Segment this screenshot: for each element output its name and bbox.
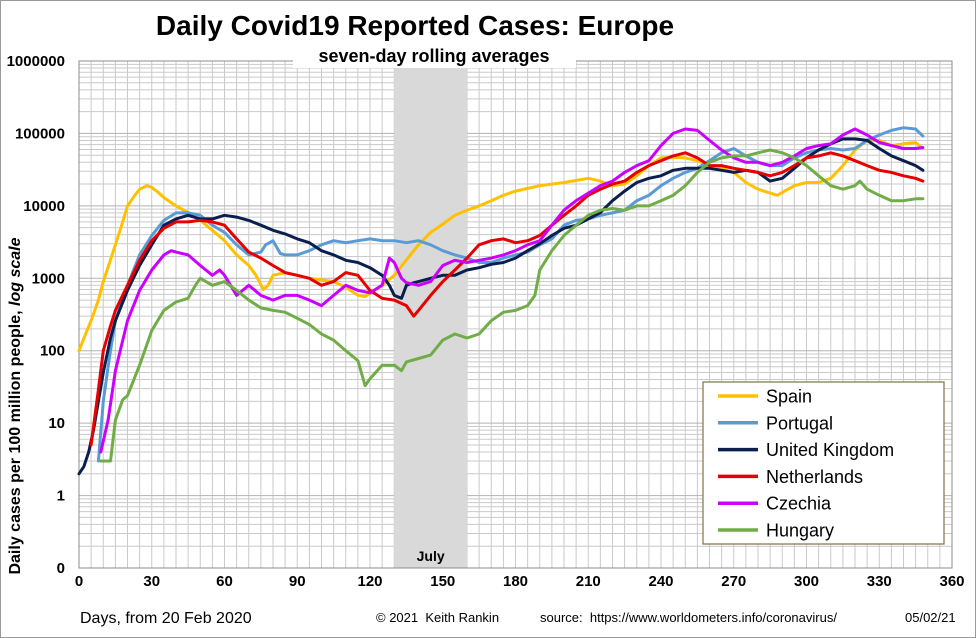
legend-label-spain: Spain [766, 387, 812, 407]
x-tick-label: 90 [289, 573, 306, 590]
x-tick-label: 300 [794, 573, 819, 590]
series-line-spain [77, 138, 925, 353]
copyright-text: © 2021 Keith Rankin [376, 610, 499, 625]
y-tick-label: 0 [57, 560, 65, 577]
legend-box [702, 381, 945, 545]
series-line-hungary [99, 148, 925, 463]
series-line-netherlands [89, 151, 925, 447]
shaded-band-group: July [394, 61, 467, 568]
x-tick-label: 180 [503, 573, 528, 590]
y-tick-label: 100000 [15, 125, 65, 142]
series-lines [77, 126, 925, 476]
chart-subtitle: seven-day rolling averages [318, 46, 549, 66]
subtitle-background [293, 44, 576, 68]
date-text: 05/02/21 [905, 610, 956, 625]
series-line-united-kingdom [77, 137, 925, 476]
y-tick-label: 1000000 [7, 53, 65, 70]
series-line-czechia [99, 127, 925, 454]
y-tick-label: 10 [48, 415, 65, 432]
chart-title: Daily Covid19 Reported Cases: Europe [156, 10, 674, 41]
y-axis-label: Daily cases per 100 million people, log … [7, 237, 24, 574]
x-tick-label: 120 [357, 573, 382, 590]
legend-label-portugal: Portugal [766, 413, 833, 433]
x-axis-tick-labels: 0 30 60 90 120 150 180 210 240 270 300 330 360 [75, 573, 965, 590]
y-tick-label: 1000 [32, 270, 65, 287]
x-tick-label: 360 [939, 573, 964, 590]
y-tick-label: 10000 [23, 198, 65, 215]
y-axis-label-main: Daily cases per 100 million people, [7, 306, 24, 575]
x-axis-label: Days, from 20 Feb 2020 [80, 610, 252, 627]
legend: Spain Portugal United Kingdom Netherlands Cz… [702, 381, 945, 545]
x-tick-label: 210 [576, 573, 601, 590]
x-tick-label: 0 [75, 573, 83, 590]
x-tick-label: 150 [430, 573, 455, 590]
y-axis-tick-labels: 0 1 10 100 1000 10000 100000 1000000 [7, 53, 65, 577]
x-tick-label: 240 [648, 573, 673, 590]
july-band-label: July [417, 548, 445, 564]
x-tick-label: 60 [216, 573, 233, 590]
x-tick-label: 330 [867, 573, 892, 590]
x-tick-label: 30 [143, 573, 160, 590]
july-shaded-band [394, 61, 467, 568]
grid [79, 61, 952, 568]
series-line-portugal [96, 126, 925, 463]
legend-label-netherlands: Netherlands [766, 467, 863, 487]
legend-label-hungary: Hungary [766, 521, 834, 541]
x-tick-label: 270 [721, 573, 746, 590]
y-tick-label: 100 [40, 343, 65, 360]
y-axis-label-italic: log scale [7, 237, 24, 306]
legend-label-czechia: Czechia [766, 494, 832, 514]
source-text: source: https://www.worldometers.info/co… [540, 610, 837, 625]
y-tick-label: 1 [57, 488, 65, 505]
legend-label-united-kingdom: United Kingdom [766, 440, 894, 460]
